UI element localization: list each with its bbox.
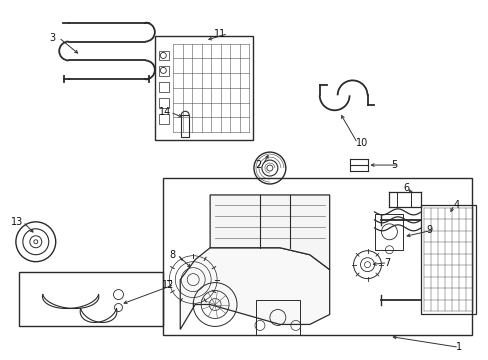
Text: 10: 10 xyxy=(356,138,368,148)
Polygon shape xyxy=(180,248,329,329)
Text: 11: 11 xyxy=(214,28,226,39)
Bar xyxy=(421,205,475,315)
Text: 8: 8 xyxy=(169,250,175,260)
Text: 2: 2 xyxy=(254,160,261,170)
Text: 9: 9 xyxy=(426,225,431,235)
Polygon shape xyxy=(210,195,329,270)
Bar xyxy=(181,115,189,137)
Text: 12: 12 xyxy=(162,280,174,289)
Bar xyxy=(155,36,252,140)
Bar xyxy=(159,114,169,124)
Text: 14: 14 xyxy=(159,107,171,117)
Text: 6: 6 xyxy=(403,183,408,193)
Text: 13: 13 xyxy=(11,217,23,227)
Bar xyxy=(255,300,299,336)
Bar xyxy=(163,178,471,336)
Bar xyxy=(159,98,169,108)
Bar xyxy=(159,67,169,76)
Text: 5: 5 xyxy=(390,160,397,170)
Text: 4: 4 xyxy=(452,200,458,210)
Bar xyxy=(375,214,403,250)
Text: 7: 7 xyxy=(384,258,390,268)
Bar xyxy=(159,82,169,92)
Text: 3: 3 xyxy=(50,32,56,42)
Bar xyxy=(159,50,169,60)
Bar xyxy=(19,272,163,327)
Text: 1: 1 xyxy=(455,342,461,352)
